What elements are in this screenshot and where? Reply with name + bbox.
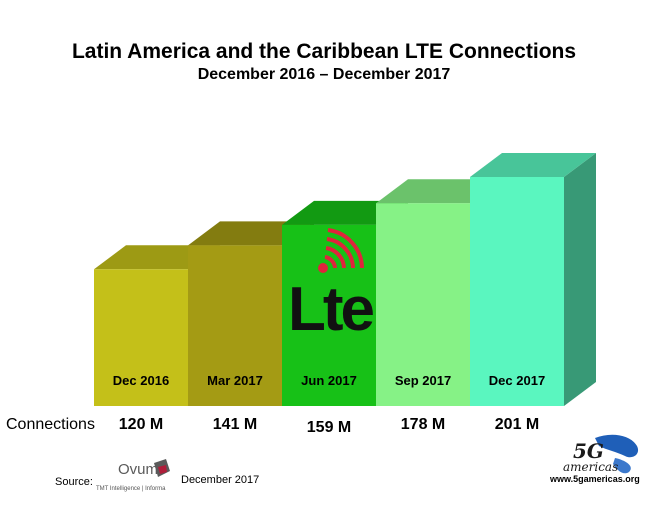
category-label-4: Sep 2017 [395, 373, 451, 388]
americas-text: americas [563, 460, 618, 474]
value-label-5: 201 M [495, 416, 539, 433]
bar-top-5 [470, 153, 596, 177]
category-label-3: Jun 2017 [301, 373, 357, 388]
5g-americas-url: www.5gamericas.org [550, 474, 640, 484]
category-label-2: Mar 2017 [207, 373, 263, 388]
ovum-name: Ovum [118, 461, 159, 478]
value-label-1: 120 M [119, 416, 163, 433]
source-label: Source: [55, 476, 93, 488]
ovum-logo: Ovum TMT Intelligence | Informa [96, 459, 178, 493]
5g-americas-logo: 5G americas [563, 434, 639, 474]
value-label-4: 178 M [401, 416, 445, 433]
value-label-2: 141 M [213, 416, 257, 433]
lte-logo-text: Lte [288, 275, 374, 344]
bar-side-5 [564, 153, 596, 406]
chart-subtitle: December 2016 – December 2017 [197, 66, 451, 83]
5g-text: 5G [573, 439, 604, 463]
category-label-5: Dec 2017 [489, 373, 545, 388]
value-labels: 120 M 141 M 159 M 178 M 201 M [119, 416, 539, 436]
ovum-tagline: TMT Intelligence | Informa [96, 486, 166, 492]
lte-signal-icon [318, 228, 364, 273]
lte-logo: Lte [288, 228, 377, 344]
bars-layer [94, 153, 596, 406]
source-date: December 2017 [181, 474, 260, 486]
bar-2 [188, 245, 282, 406]
bar-5 [470, 177, 564, 406]
globe-swoosh-icon [595, 434, 639, 458]
category-label-1: Dec 2016 [113, 373, 169, 388]
chart-title: Latin America and the Caribbean LTE Conn… [71, 40, 577, 63]
category-labels: Dec 2016 Mar 2017 Jun 2017 Sep 2017 Dec 2017 [113, 373, 545, 388]
bar-1 [94, 269, 188, 406]
connections-row-label: Connections [6, 416, 95, 433]
continent-icon [613, 458, 631, 474]
bar-4 [376, 203, 470, 406]
ovum-icon [154, 459, 170, 477]
value-label-3: 159 M [307, 419, 351, 436]
